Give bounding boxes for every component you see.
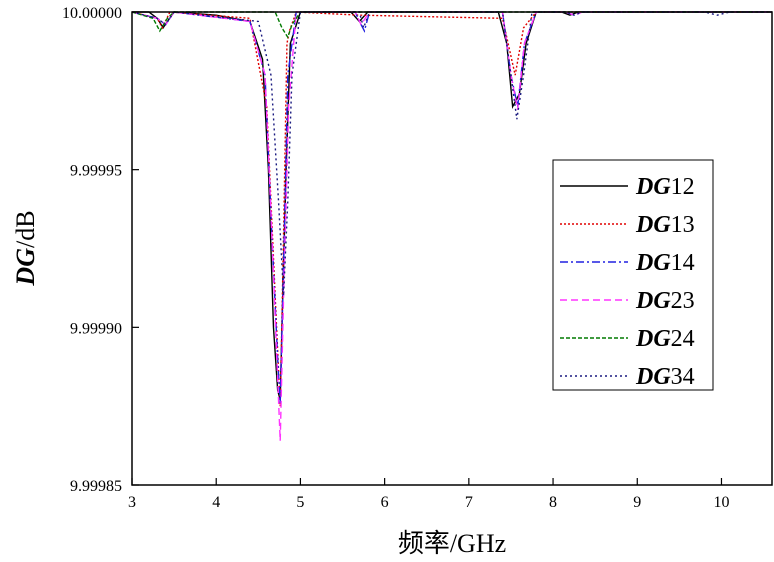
x-tick-label: 7 [465, 494, 473, 511]
legend-label-12: DG12 [635, 174, 695, 200]
series-line-34 [131, 11, 772, 296]
legend-label-34: DG34 [635, 364, 695, 390]
series-line-13 [131, 11, 772, 407]
x-axis: 3 4 5 6 7 8 9 10 [128, 478, 729, 511]
x-tick-label: 6 [381, 494, 389, 511]
x-tick-label: 3 [128, 494, 136, 511]
x-tick-label: 10 [713, 494, 729, 511]
legend-box [552, 159, 714, 391]
y-axis-title-unit: /dB [11, 210, 40, 248]
y-tick-label: 9.99995 [70, 163, 122, 180]
y-tick-label: 10.00000 [62, 5, 122, 22]
x-axis-title: 频率/GHz [398, 529, 506, 558]
legend: DG12 DG13 DG14 DG23 DG24 DG34 [552, 159, 714, 391]
legend-label-23: DG23 [635, 288, 695, 314]
x-tick-label: 8 [549, 494, 557, 511]
series-line-23 [131, 11, 772, 441]
x-tick-label: 9 [633, 494, 641, 511]
y-tick-label: 9.99985 [70, 478, 122, 495]
legend-label-24: DG24 [635, 326, 695, 352]
plot-frame [131, 11, 773, 486]
y-tick-label: 9.99990 [70, 320, 122, 337]
legend-label-13: DG13 [635, 212, 695, 238]
legend-label-14: DG14 [635, 250, 695, 276]
y-axis-title-italic: DG [11, 248, 40, 287]
y-axis-title: DG/dB [11, 210, 40, 286]
x-tick-label: 5 [296, 494, 304, 511]
x-tick-label: 4 [212, 494, 220, 511]
series-line-24 [131, 11, 772, 39]
y-axis: 9.99985 9.99990 9.99995 10.00000 [62, 5, 139, 495]
